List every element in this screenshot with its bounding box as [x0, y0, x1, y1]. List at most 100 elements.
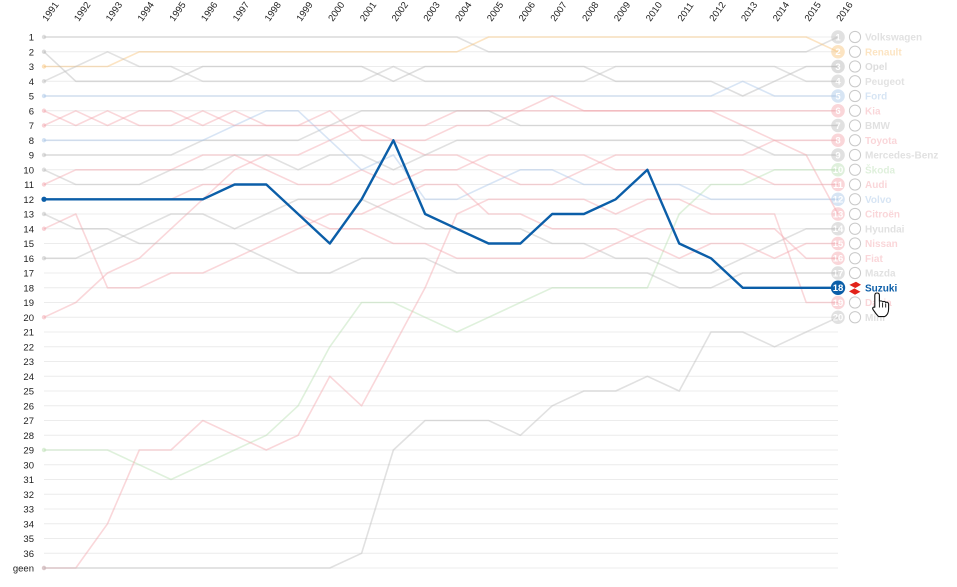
- rank-number: 15: [833, 239, 844, 250]
- y-tick-label: geen: [13, 564, 34, 575]
- x-tick-label: 2013: [739, 0, 760, 24]
- y-tick-label: 26: [23, 401, 34, 412]
- series-line-volkswagen[interactable]: [44, 36, 839, 53]
- rank-number: 16: [833, 254, 844, 265]
- y-tick-label: 33: [23, 505, 34, 516]
- y-tick-label: 24: [23, 372, 34, 383]
- legend-item-citro-n[interactable]: 13 Citroën: [831, 207, 900, 221]
- x-tick-label: 2010: [644, 0, 665, 24]
- legend-item-nissan[interactable]: 15 Nissan: [831, 236, 898, 251]
- y-tick-label: 17: [23, 269, 34, 280]
- brand-logo-icon: [848, 75, 862, 88]
- x-axis: 1991 1992 1993 1994 1995 1996 1997 1998 1999 2000…: [40, 0, 855, 24]
- legend-item-mazda[interactable]: 17 Mazda: [831, 266, 896, 280]
- legend-item-volvo[interactable]: 12 Volvo: [831, 192, 891, 207]
- series-start-point: [41, 64, 47, 69]
- legend-item--koda[interactable]: 10 Škoda: [831, 162, 895, 177]
- y-tick-label: 12: [23, 195, 34, 206]
- legend-label: Renault: [865, 47, 902, 58]
- y-tick-label: 19: [23, 298, 34, 309]
- series-line-hyundai[interactable]: [44, 198, 838, 274]
- series-line-mazda[interactable]: [43, 213, 838, 289]
- series-line-peugeot[interactable]: [43, 50, 838, 83]
- x-tick-label: 2011: [676, 1, 697, 24]
- legend-item-opel[interactable]: 3 Opel: [831, 59, 887, 74]
- rank-badge: [831, 44, 845, 59]
- legend-item-renault[interactable]: 2 Renault: [831, 44, 902, 59]
- series-line-volvo[interactable]: [44, 110, 838, 201]
- legend-item-hyundai[interactable]: 14 Hyundai: [831, 221, 905, 236]
- y-tick-label: 16: [23, 254, 34, 265]
- x-tick-label: 1994: [136, 0, 157, 24]
- legend-item-fiat[interactable]: 16 Fiat: [831, 251, 883, 266]
- brand-logo-icon: [848, 119, 862, 132]
- y-tick-label: 4: [29, 77, 34, 88]
- y-tick-label: 29: [23, 446, 34, 457]
- legend-label: Volvo: [865, 195, 891, 206]
- x-tick-label: 2012: [707, 0, 728, 24]
- series-start-point: [41, 196, 47, 202]
- x-tick-label: 1991: [40, 0, 61, 24]
- legend-item-toyota[interactable]: 8 Toyota: [831, 133, 897, 148]
- y-tick-label: 22: [23, 342, 34, 353]
- series-line-suzuki[interactable]: [44, 139, 838, 289]
- legend-item-mini[interactable]: 20 Mini: [831, 310, 885, 325]
- series-line-ford[interactable]: [44, 80, 838, 97]
- legend-item-peugeot[interactable]: 4 Peugeot: [831, 74, 905, 89]
- rank-badge: [831, 30, 845, 44]
- y-tick-label: 6: [29, 106, 34, 117]
- series-line-citro-n[interactable]: [43, 95, 839, 215]
- series-line-dacia[interactable]: [44, 198, 838, 569]
- legend: 1 Volkswagen 2 Renault 3 Opel 4 Peugeot 5 Ford 6 Ki…: [830, 30, 938, 325]
- y-tick-label: 13: [23, 210, 34, 221]
- series-line-fiat[interactable]: [44, 183, 838, 260]
- legend-label: Peugeot: [865, 77, 905, 88]
- y-tick-label: 32: [23, 490, 34, 501]
- x-tick-label: 2016: [834, 0, 855, 24]
- legend-item-audi[interactable]: 11 Audi: [831, 177, 887, 192]
- legend-label: Kia: [865, 106, 881, 117]
- legend-label: Fiat: [865, 254, 883, 265]
- series-line-toyota[interactable]: [43, 110, 838, 186]
- series-start-point: [41, 138, 47, 143]
- y-tick-label: 3: [29, 62, 34, 73]
- legend-label: Toyota: [865, 136, 897, 147]
- legend-label: Citroën: [865, 210, 900, 221]
- x-tick-label: 2007: [549, 0, 570, 24]
- legend-label: Mini: [865, 313, 885, 324]
- x-tick-label: 2015: [803, 0, 824, 24]
- legend-item-suzuki[interactable]: 18 Suzuki: [830, 280, 898, 295]
- brand-logo-icon: [848, 207, 862, 221]
- legend-item-kia[interactable]: 6 Kia: [831, 103, 881, 118]
- series-line-mercedes-benz[interactable]: [43, 139, 838, 186]
- rank-number: 17: [833, 268, 844, 279]
- legend-label: Mercedes-Benz: [865, 151, 938, 162]
- y-tick-label: 36: [23, 549, 34, 560]
- legend-item-ford[interactable]: 5 Ford: [831, 89, 887, 103]
- series-line-bmw[interactable]: [44, 110, 838, 156]
- series-line-opel[interactable]: [43, 51, 838, 97]
- series-line--koda[interactable]: [44, 169, 838, 481]
- legend-label: BMW: [865, 121, 891, 132]
- legend-item-bmw[interactable]: 7 BMW: [831, 118, 891, 133]
- series-start-point: [41, 79, 47, 84]
- rank-badge: [830, 280, 846, 295]
- series-line-renault[interactable]: [44, 36, 839, 68]
- y-tick-label: 18: [23, 283, 34, 294]
- x-tick-label: 1998: [263, 0, 284, 24]
- x-tick-label: 1999: [295, 0, 316, 24]
- series-line-mini[interactable]: [44, 316, 839, 569]
- legend-item-volkswagen[interactable]: 1 Volkswagen: [831, 30, 922, 44]
- series-line-nissan[interactable]: [43, 183, 838, 289]
- y-tick-label: 30: [23, 460, 34, 471]
- brand-logo-icon: [848, 134, 862, 147]
- rank-badge: [831, 177, 845, 192]
- brand-logo-icon: [848, 222, 862, 235]
- x-tick-label: 2001: [358, 0, 379, 24]
- x-tick-label: 1995: [167, 0, 188, 24]
- legend-item-mercedes-benz[interactable]: 9 Mercedes-Benz: [831, 148, 938, 162]
- series-line-kia[interactable]: [43, 110, 838, 319]
- rank-number: 8: [835, 136, 840, 147]
- series-line-audi[interactable]: [43, 154, 838, 186]
